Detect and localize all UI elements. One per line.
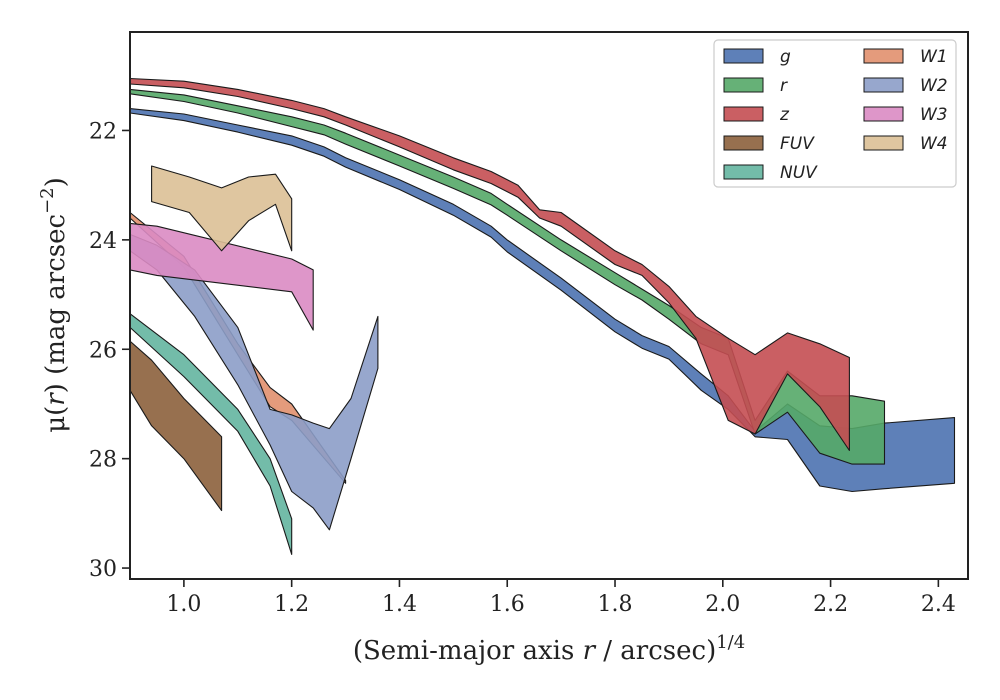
series-band-nuv — [129, 313, 293, 555]
x-tick-label: 1.2 — [274, 592, 309, 617]
legend-label-r: r — [780, 76, 788, 96]
y-tick-label: 24 — [89, 229, 117, 254]
y-tick-label: 22 — [89, 119, 117, 144]
legend-label-fuv: FUV — [780, 134, 815, 154]
x-tick-label: 2.2 — [813, 592, 848, 617]
y-tick-label: 28 — [89, 448, 117, 473]
x-tick-label: 1.0 — [166, 592, 201, 617]
legend-label-w4: W4 — [920, 134, 948, 154]
y-tick-label: 26 — [89, 338, 117, 363]
legend-label-w2: W2 — [920, 76, 948, 96]
x-tick-label: 1.6 — [490, 592, 525, 617]
y-axis-label: μ(r) (mag arcsec−2) — [37, 177, 71, 433]
plot-frame — [129, 31, 969, 580]
series-layer — [129, 77, 956, 555]
series-band-w4 — [151, 165, 293, 252]
legend-label-w3: W3 — [920, 105, 948, 125]
series-band-z — [129, 77, 850, 452]
x-axis-ticks: 1.0 1.2 1.4 1.6 1.8 2.0 2.2 2.4 — [166, 579, 956, 617]
legend-swatch-w2 — [863, 77, 904, 93]
legend-label-nuv: NUV — [780, 163, 818, 183]
legend-label-w1: W1 — [920, 47, 948, 67]
legend-label-g: g — [780, 47, 791, 67]
x-tick-label: 1.8 — [598, 592, 633, 617]
legend-swatch-w1 — [863, 48, 904, 64]
series-band-w3 — [129, 222, 314, 331]
legend-swatch-nuv — [723, 164, 764, 180]
legend-swatch-fuv — [723, 135, 764, 151]
y-axis-ticks: 22 24 26 28 30 — [89, 119, 130, 582]
legend-swatch-r — [723, 77, 764, 93]
x-tick-label: 2.4 — [921, 592, 956, 617]
x-tick-label: 2.0 — [705, 592, 740, 617]
x-tick-label: 1.4 — [382, 592, 417, 617]
y-tick-label: 30 — [89, 557, 117, 582]
x-axis-label: (Semi-major axis r / arcsec)1/4 — [353, 632, 745, 666]
legend: grz FUV NUV W1 W2 W3 W4 — [713, 39, 957, 188]
series-band-fuv — [129, 340, 223, 512]
series-band-w2 — [129, 233, 379, 531]
series-band-r — [129, 88, 886, 465]
legend-swatch-g — [723, 48, 764, 64]
legend-swatch-z — [723, 106, 764, 122]
legend-swatch-w4 — [863, 135, 904, 151]
legend-swatch-w3 — [863, 106, 904, 122]
legend-label-z: z — [779, 105, 790, 125]
